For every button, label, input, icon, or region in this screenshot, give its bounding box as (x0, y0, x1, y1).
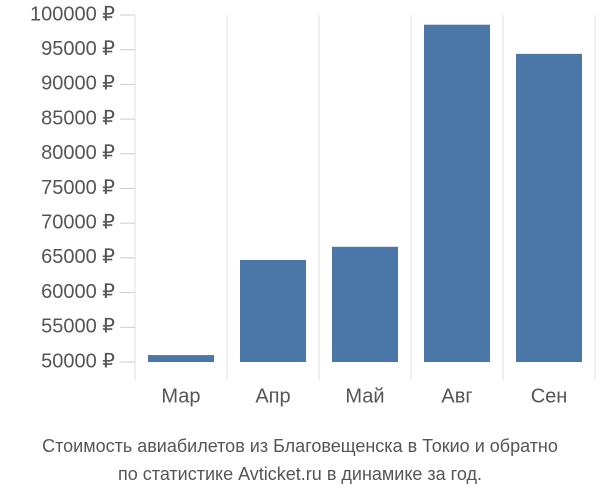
y-tick-label: 60000 ₽ (41, 281, 115, 303)
x-tick-label: Май (345, 385, 384, 407)
y-tick-label: 90000 ₽ (41, 73, 115, 95)
x-tick-label: Мар (161, 385, 200, 407)
x-tick-label: Авг (441, 385, 472, 407)
y-tick-label: 100000 ₽ (30, 3, 115, 25)
caption-line: Стоимость авиабилетов из Благовещенска в… (42, 436, 558, 456)
y-tick-label: 95000 ₽ (41, 38, 115, 60)
y-tick-label: 75000 ₽ (41, 177, 115, 199)
bar (240, 259, 306, 362)
bar (148, 355, 214, 362)
y-tick-label: 55000 ₽ (41, 316, 115, 338)
y-tick-label: 70000 ₽ (41, 211, 115, 233)
bar (516, 53, 582, 362)
bar (332, 246, 398, 362)
y-tick-label: 50000 ₽ (41, 350, 115, 372)
bar (424, 24, 490, 362)
y-tick-label: 85000 ₽ (41, 107, 115, 129)
caption-line: по статистике Avticket.ru в динамике за … (118, 464, 482, 484)
y-tick-label: 80000 ₽ (41, 142, 115, 164)
y-tick-label: 65000 ₽ (41, 246, 115, 268)
x-tick-label: Апр (255, 385, 290, 407)
x-tick-label: Сен (531, 385, 568, 407)
